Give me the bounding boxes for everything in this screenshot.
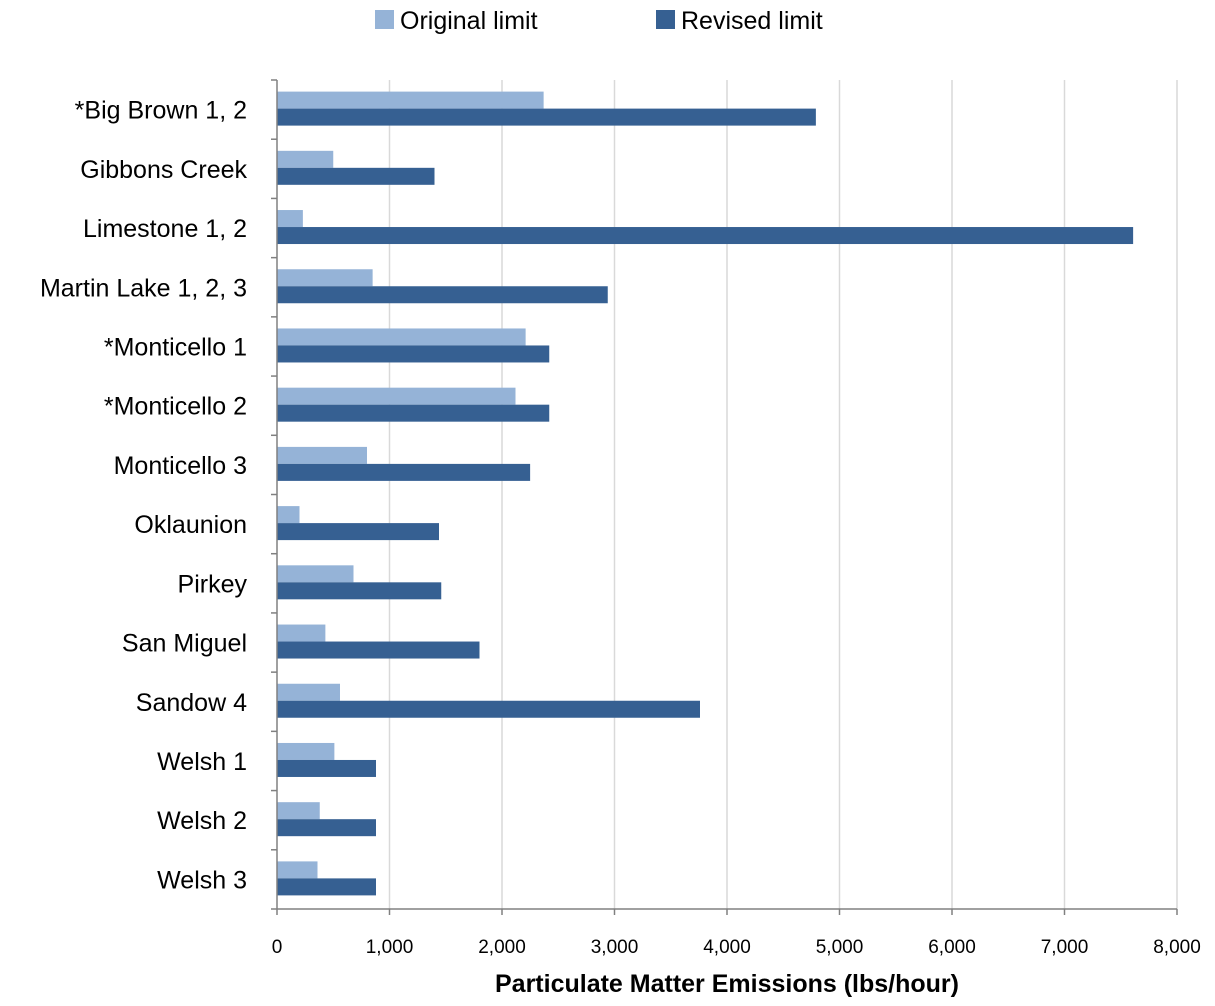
bar-original-limit [277, 624, 326, 642]
x-tick-label: 0 [272, 937, 283, 958]
category-label: *Monticello 2 [104, 393, 247, 421]
category-label: *Monticello 1 [104, 333, 247, 361]
x-tick-labels: 0 1,000 2,000 3,000 4,000 5,000 6,000 7,000 8,00… [272, 937, 1201, 958]
category-label: Gibbons Creek [80, 156, 247, 184]
legend-swatch-revised-limit [656, 10, 675, 29]
legend: Original limit Revised limit [375, 7, 823, 35]
x-axis-title: Particulate Matter Emissions (lbs/hour) [495, 970, 959, 998]
x-tick-label: 1,000 [366, 937, 414, 958]
category-label: *Big Brown 1, 2 [75, 97, 247, 125]
bar-revised-limit [277, 227, 1134, 245]
x-tick-label: 5,000 [816, 937, 864, 958]
bar-revised-limit [277, 819, 376, 837]
category-label: Martin Lake 1, 2, 3 [40, 274, 247, 302]
category-label: Monticello 3 [114, 452, 247, 480]
category-label: San Miguel [122, 630, 247, 658]
category-label: Welsh 3 [157, 866, 247, 894]
bar-original-limit [277, 802, 320, 820]
bar-revised-limit [277, 404, 550, 422]
bar-original-limit [277, 91, 544, 109]
category-label: Sandow 4 [136, 689, 247, 717]
bar-original-limit [277, 683, 340, 701]
bar-original-limit [277, 446, 367, 464]
bar-original-limit [277, 387, 516, 405]
bar-original-limit [277, 742, 335, 760]
axes [271, 79, 1178, 915]
bar-revised-limit [277, 463, 531, 481]
category-labels: *Big Brown 1, 2 Gibbons Creek Limestone 1,… [40, 97, 248, 895]
legend-swatch-original-limit [375, 10, 394, 29]
gridlines [388, 80, 1178, 909]
bars [277, 91, 1134, 896]
bar-revised-limit [277, 759, 376, 777]
x-tick-label: 6,000 [928, 937, 976, 958]
category-label: Welsh 1 [157, 748, 247, 776]
x-tick-label: 8,000 [1153, 937, 1201, 958]
bar-original-limit [277, 210, 303, 228]
bar-original-limit [277, 150, 334, 168]
category-label: Pirkey [178, 570, 248, 598]
bar-revised-limit [277, 878, 376, 896]
x-tick-label: 7,000 [1041, 937, 1089, 958]
legend-label-revised-limit: Revised limit [681, 7, 823, 35]
x-tick-label: 2,000 [478, 937, 526, 958]
category-label: Welsh 2 [157, 807, 247, 835]
x-tick-label: 3,000 [591, 937, 639, 958]
bar-revised-limit [277, 700, 700, 718]
bar-revised-limit [277, 286, 608, 304]
bar-original-limit [277, 269, 373, 287]
legend-label-original-limit: Original limit [400, 7, 538, 35]
bar-revised-limit [277, 523, 439, 541]
bar-original-limit [277, 861, 318, 879]
bar-original-limit [277, 506, 300, 524]
bar-revised-limit [277, 167, 435, 185]
category-label: Limestone 1, 2 [83, 215, 247, 243]
bar-original-limit [277, 565, 354, 583]
x-tick-label: 4,000 [703, 937, 751, 958]
bar-revised-limit [277, 345, 550, 363]
category-label: Oklaunion [134, 511, 247, 539]
bar-original-limit [277, 328, 526, 346]
bar-revised-limit [277, 108, 816, 126]
bar-revised-limit [277, 641, 480, 659]
bar-revised-limit [277, 582, 442, 600]
